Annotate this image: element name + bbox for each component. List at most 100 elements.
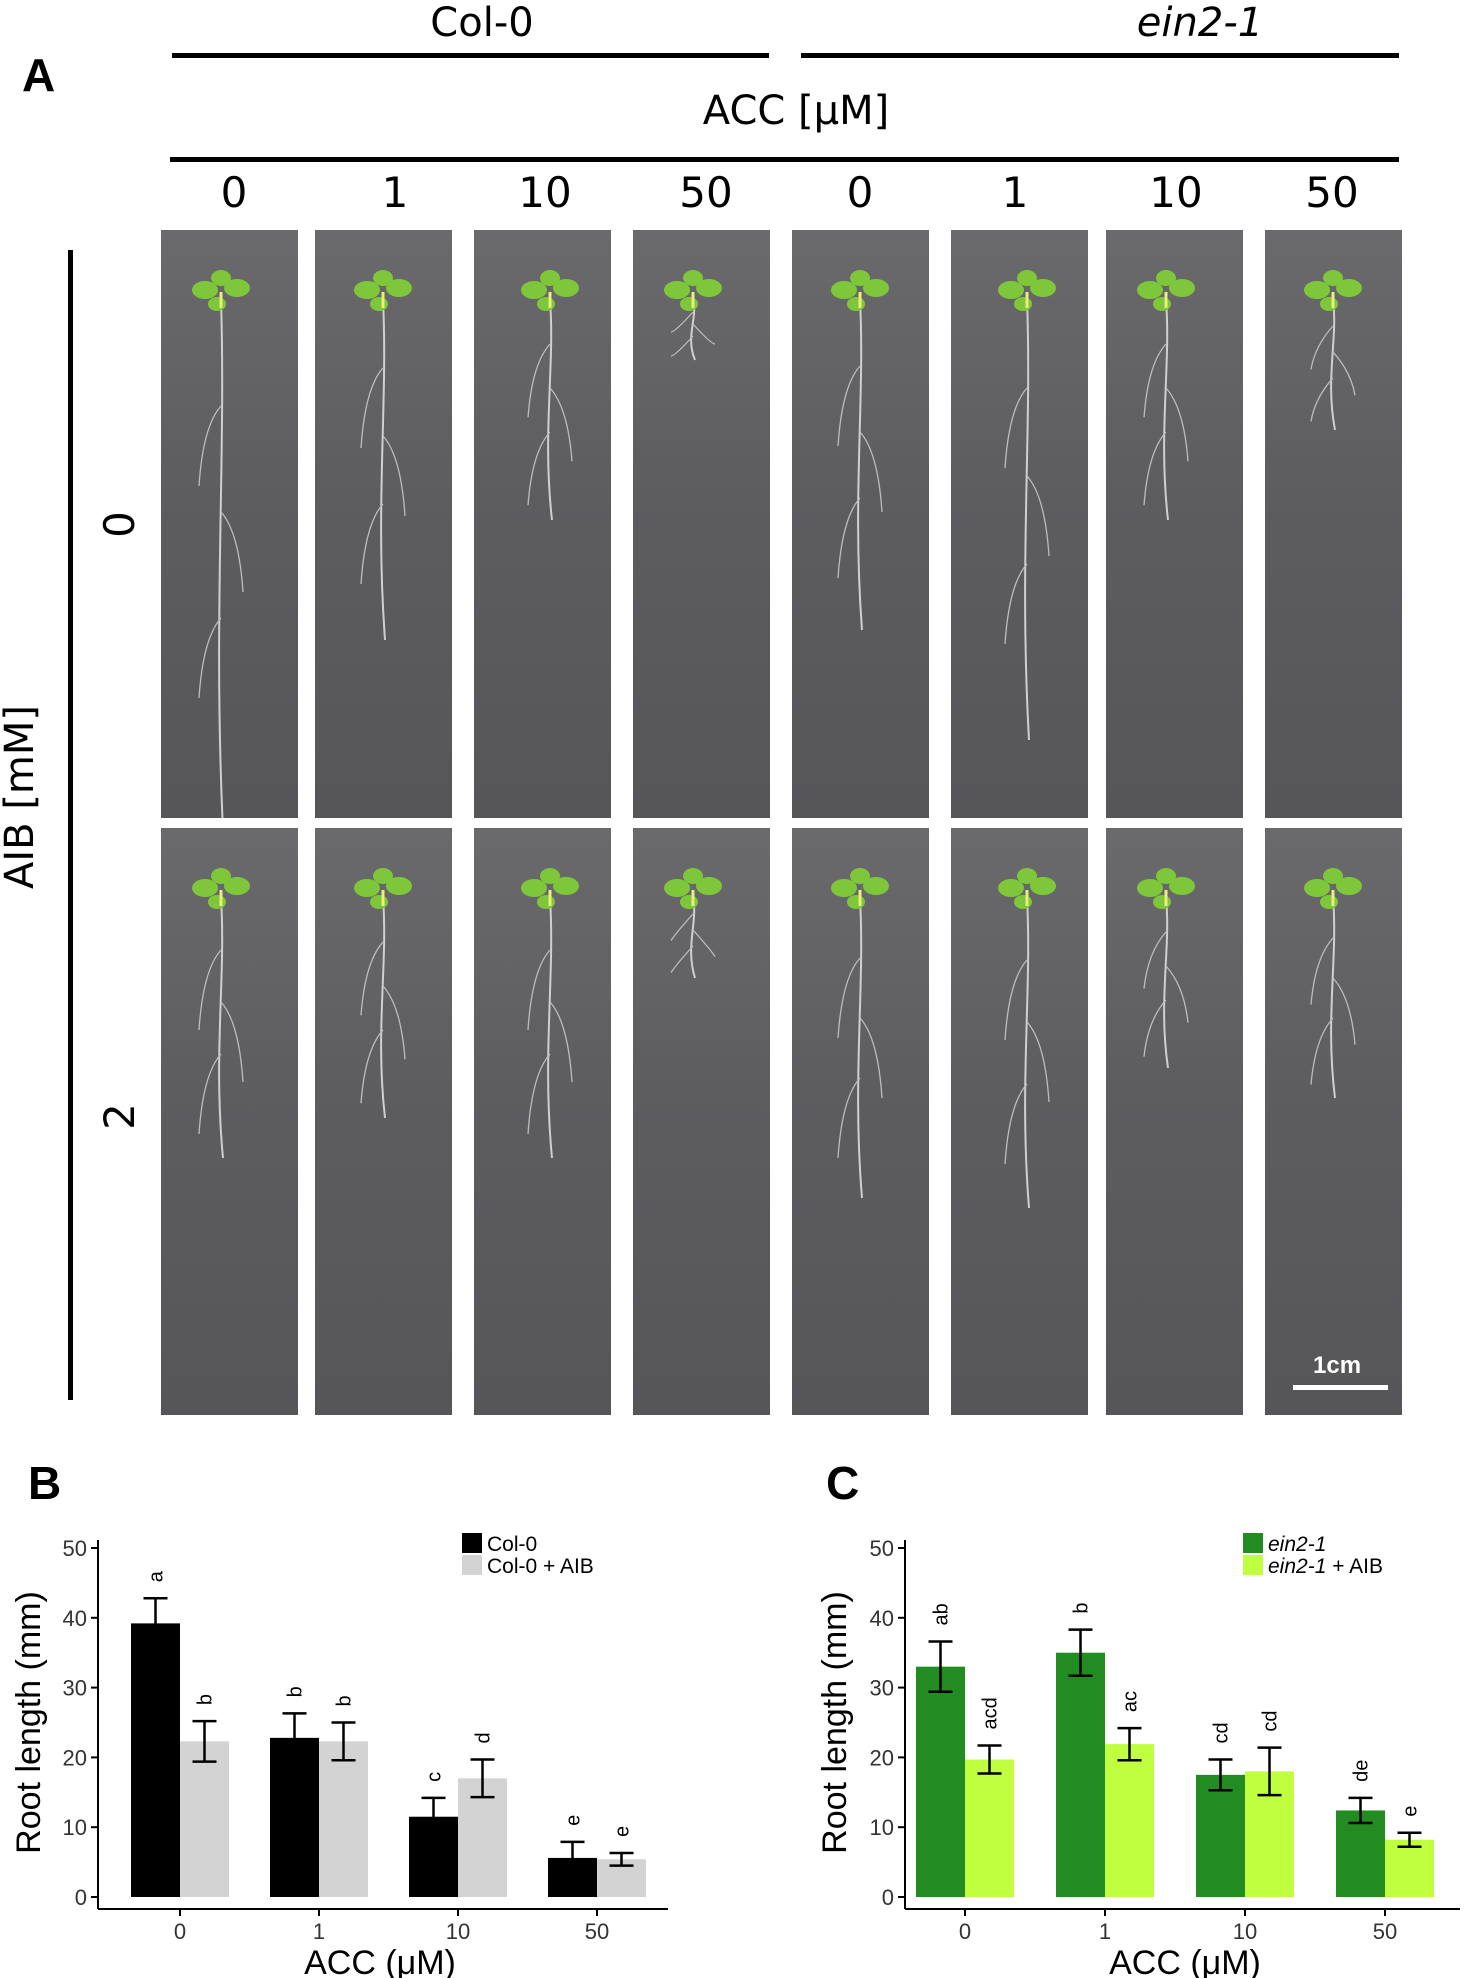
significance-label: b: [334, 1695, 356, 1706]
x-tick-label: 50: [585, 1919, 609, 1944]
significance-label: b: [1071, 1603, 1093, 1614]
seedling-photo-r0-c0: [161, 230, 298, 818]
bar-1-0: [965, 1759, 1014, 1897]
y-tick-label: 30: [870, 1676, 894, 1701]
y-axis-title: Root length (mm): [10, 1591, 48, 1854]
significance-label: c: [424, 1772, 446, 1782]
legend-label-0: ein2-1: [1268, 1533, 1326, 1556]
panel-b-letter: B: [28, 1457, 62, 1509]
bar-0-0: [916, 1666, 965, 1897]
acc-value-5: 1: [1001, 168, 1029, 217]
seedling-photo-r1-c1: [315, 828, 452, 1415]
aib-row-2-label: 2: [94, 1103, 144, 1130]
bar-1-1: [1105, 1744, 1154, 1897]
x-tick-label: 1: [313, 1919, 325, 1944]
x-tick-label: 10: [1233, 1919, 1257, 1944]
x-axis-title: ACC (μM): [1109, 1944, 1261, 1978]
y-tick-label: 50: [870, 1536, 894, 1561]
significance-label: ab: [931, 1603, 953, 1625]
acc-value-2: 10: [518, 168, 572, 217]
significance-label: e: [612, 1826, 634, 1837]
seedling-photo-r0-c5: [951, 230, 1088, 818]
legend-label-1: ein2-1 + AIB: [1268, 1555, 1383, 1578]
acc-value-4: 0: [846, 168, 874, 217]
bar-0-1: [1056, 1652, 1105, 1897]
x-tick-label: 1: [1099, 1919, 1111, 1944]
seedling-photo-r1-c2: [474, 828, 611, 1415]
acc-value-0: 0: [220, 168, 248, 217]
seedling-photo-r1-c3: [633, 828, 770, 1415]
y-tick-label: 50: [63, 1536, 87, 1561]
y-tick-label: 0: [75, 1885, 87, 1910]
genotype-col0-label: Col-0: [430, 0, 534, 46]
acc-axis-title: ACC [μM]: [702, 88, 890, 134]
y-tick-label: 20: [63, 1745, 87, 1770]
legend-label-0: Col-0: [487, 1533, 537, 1556]
seedling-photo-r0-c4: [792, 230, 929, 818]
acc-value-1: 1: [381, 168, 409, 217]
significance-label: de: [1351, 1760, 1373, 1782]
seedling-photo-r1-c6: [1106, 828, 1243, 1415]
seedling-photo-r1-c5: [951, 828, 1088, 1415]
aib-axis-title: AIB [mM]: [0, 704, 43, 889]
significance-label: e: [563, 1815, 585, 1826]
bar-0-0: [131, 1623, 180, 1897]
chart-b: 0 10 20 30 40 50 Root length (mm) a b 0 b b 1 c d 10 e e 5…: [10, 1533, 668, 1978]
seedling-photo-r1-c4: [792, 828, 929, 1415]
aib-row-0-label: 0: [94, 511, 144, 538]
scale-bar: [1293, 1385, 1388, 1390]
seedling-photo-r0-c1: [315, 230, 452, 818]
x-tick-label: 10: [446, 1919, 470, 1944]
aib-bracket-line: [68, 250, 73, 1400]
bar-1-0: [180, 1741, 229, 1897]
bar-0-2: [1196, 1774, 1245, 1897]
seedling-photo-r0-c7: [1265, 230, 1402, 818]
significance-label: b: [195, 1694, 217, 1705]
y-tick-label: 40: [63, 1606, 87, 1631]
seedling-photo-r1-c7: [1265, 828, 1402, 1415]
acc-value-3: 50: [679, 168, 733, 217]
seedling-photo-r0-c2: [474, 230, 611, 818]
significance-label: a: [146, 1570, 168, 1582]
acc-value-7: 50: [1305, 168, 1359, 217]
x-tick-label: 0: [174, 1919, 186, 1944]
genotype-ein2-label: ein2-1: [1136, 0, 1264, 46]
col0-bracket-line: [172, 53, 769, 58]
seedling-photo-r0-c3: [633, 230, 770, 818]
ein2-bracket-line: [801, 53, 1399, 58]
acc-value-6: 10: [1149, 168, 1203, 217]
significance-label: cd: [1211, 1722, 1233, 1743]
seedling-photo-r1-c0: [161, 828, 298, 1415]
y-axis-title: Root length (mm): [816, 1591, 854, 1854]
y-tick-label: 10: [63, 1815, 87, 1840]
significance-label: acd: [980, 1697, 1002, 1729]
bar-0-3: [1336, 1810, 1385, 1897]
acc-bracket-line: [170, 157, 1399, 162]
scale-bar-label: 1cm: [1313, 1352, 1362, 1379]
legend-swatch-0: [462, 1533, 482, 1553]
x-axis-title: ACC (μM): [304, 1944, 456, 1978]
significance-label: e: [1400, 1806, 1422, 1817]
significance-label: ac: [1120, 1691, 1142, 1712]
significance-label: d: [473, 1732, 495, 1743]
significance-label: b: [285, 1686, 307, 1697]
bar-0-1: [270, 1737, 319, 1897]
y-tick-label: 0: [882, 1885, 894, 1910]
legend-swatch-0: [1243, 1533, 1263, 1553]
y-tick-label: 10: [870, 1815, 894, 1840]
legend-swatch-1: [462, 1555, 482, 1575]
chart-c: 0 10 20 30 40 50 Root length (mm) ab acd 0 b ac 1 cd c…: [816, 1533, 1460, 1978]
seedling-photo-r0-c6: [1106, 230, 1243, 818]
y-tick-label: 40: [870, 1606, 894, 1631]
legend-swatch-1: [1243, 1555, 1263, 1575]
bar-1-3: [1385, 1839, 1434, 1897]
panel-a-letter: A: [22, 49, 56, 101]
bar-1-1: [319, 1741, 368, 1897]
panel-c-letter: C: [826, 1457, 860, 1509]
y-tick-label: 20: [870, 1745, 894, 1770]
legend-label-1: Col-0 + AIB: [487, 1555, 594, 1578]
x-tick-label: 50: [1373, 1919, 1397, 1944]
x-tick-label: 0: [959, 1919, 971, 1944]
y-tick-label: 30: [63, 1676, 87, 1701]
significance-label: cd: [1260, 1711, 1282, 1732]
